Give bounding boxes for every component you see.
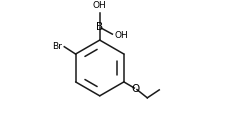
- Text: OH: OH: [114, 31, 128, 40]
- Text: Br: Br: [52, 42, 62, 51]
- Text: B: B: [96, 22, 103, 32]
- Text: OH: OH: [92, 1, 106, 10]
- Text: O: O: [131, 84, 139, 94]
